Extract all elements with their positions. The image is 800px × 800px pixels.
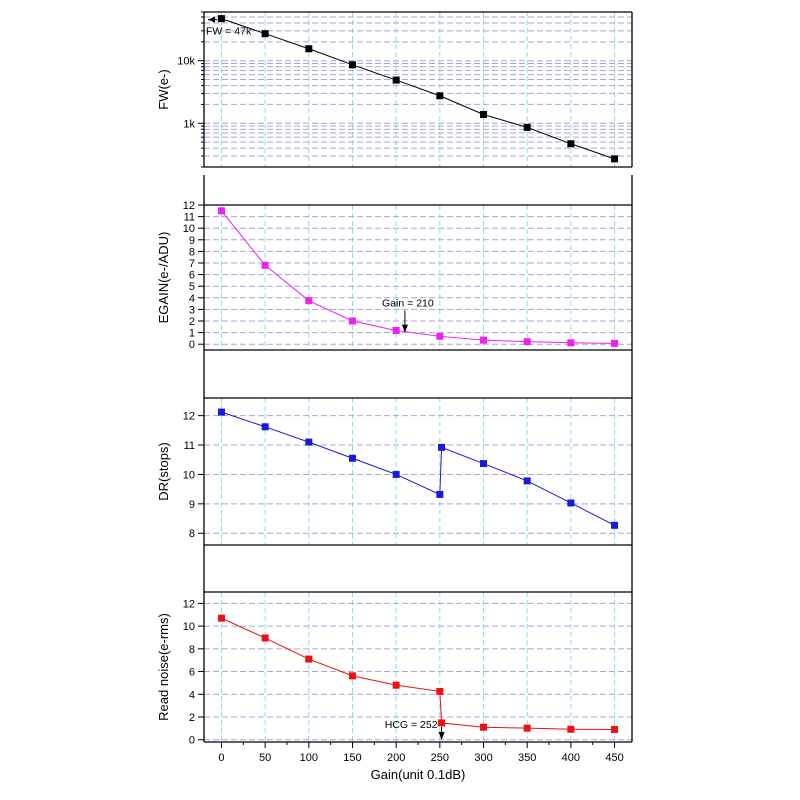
data-point [392,76,400,84]
y-tick-label: 0 [189,735,195,747]
y-tick-label: 8 [189,644,195,656]
data-point [348,317,356,325]
x-tick-label: 100 [300,752,318,764]
data-point [305,45,313,53]
y-axis-title: Read noise(e-rms) [156,613,171,721]
y-tick-label: 8 [189,528,195,540]
data-point [305,655,313,663]
data-point [436,490,444,498]
annotation-label: Gain = 210 [382,298,434,310]
annotation-arrowhead [401,324,408,333]
chart-panel-3: 8 9 10 11 12 DR(stops) [156,380,633,548]
annotation-arrowhead [438,732,445,740]
x-tick-label: 50 [259,752,271,764]
data-point [523,338,531,346]
y-axis-title: FW(e-) [156,69,171,109]
series-line [221,18,615,160]
data-point [305,438,313,446]
y-tick-label: 4 [189,293,195,305]
x-axis-title: Gain(unit 0.1dB) [371,767,466,782]
y-tick-label: 3 [189,304,195,316]
data-point [261,261,269,269]
series-line [221,617,615,730]
data-point [436,687,444,695]
y-tick-label: 1k [183,118,195,130]
data-point [392,470,400,478]
data-point [480,111,488,119]
data-point [611,155,619,163]
data-point [611,726,619,733]
y-tick-label: 10k [177,56,195,68]
y-tick-label: 5 [189,281,195,293]
annotation-label: FW = 47k [206,26,252,38]
data-point [438,719,446,727]
y-tick-label: 6 [189,270,195,282]
data-point [348,672,356,680]
data-point [261,634,269,642]
annotation-label: HCG = 252 [385,719,438,731]
y-axis-title: EGAIN(e-/ADU) [156,232,171,324]
y-tick-label: 0 [189,339,195,351]
series-line [221,210,615,344]
x-tick-label: 350 [518,752,536,764]
series-line [221,411,615,526]
y-axis-title: DR(stops) [156,442,171,501]
x-tick-label: 450 [605,752,623,764]
y-tick-label: 6 [189,667,195,679]
data-point [567,725,575,733]
data-point [217,614,225,622]
data-point [567,339,575,347]
x-tick-label: 400 [562,752,580,764]
y-tick-label: 9 [189,499,195,511]
data-point [480,460,488,468]
y-tick-label: 2 [189,712,195,724]
data-point [436,92,444,100]
y-tick-label: 12 [183,598,195,610]
data-point [261,423,269,431]
data-point [611,521,619,529]
data-point [217,207,225,215]
x-tick-label: 200 [387,752,405,764]
data-point [436,332,444,340]
data-point [523,477,531,485]
data-point [480,336,488,344]
y-tick-label: 1 [189,328,195,340]
data-point [438,443,446,451]
data-point [523,123,531,131]
x-tick-label: 300 [474,752,492,764]
x-tick-label: 150 [343,752,361,764]
data-point [348,454,356,462]
x-tick-label: 0 [218,752,224,764]
chart-panel-1: 1k 10k FW(e-) FW = 47k [156,11,633,168]
y-tick-label: 12 [183,411,195,423]
y-tick-label: 10 [183,223,195,235]
data-point [217,15,225,23]
data-point [392,327,400,335]
y-tick-label: 4 [189,689,195,701]
annotation-arrowhead [208,16,215,23]
data-point [567,499,575,507]
y-tick-label: 10 [183,469,195,481]
data-point [217,408,225,416]
x-tick-label: 250 [431,752,449,764]
data-point [523,724,531,732]
data-point [392,681,400,689]
y-tick-label: 12 [183,200,195,212]
y-tick-label: 7 [189,258,195,270]
y-tick-label: 9 [189,235,195,247]
data-point [348,61,356,69]
y-tick-label: 10 [183,621,195,633]
data-point [305,297,313,305]
chart-panel-4: 0 2 4 6 8 10 12 Read noise(e-rms) HCG = 252 0 50 10… [156,548,633,782]
y-tick-label: 11 [184,440,195,452]
y-tick-label: 11 [184,212,195,224]
data-point [567,140,575,148]
data-point [611,339,619,347]
data-point [480,723,488,731]
y-tick-label: 2 [189,316,195,328]
y-tick-label: 8 [189,246,195,258]
data-point [261,30,269,38]
